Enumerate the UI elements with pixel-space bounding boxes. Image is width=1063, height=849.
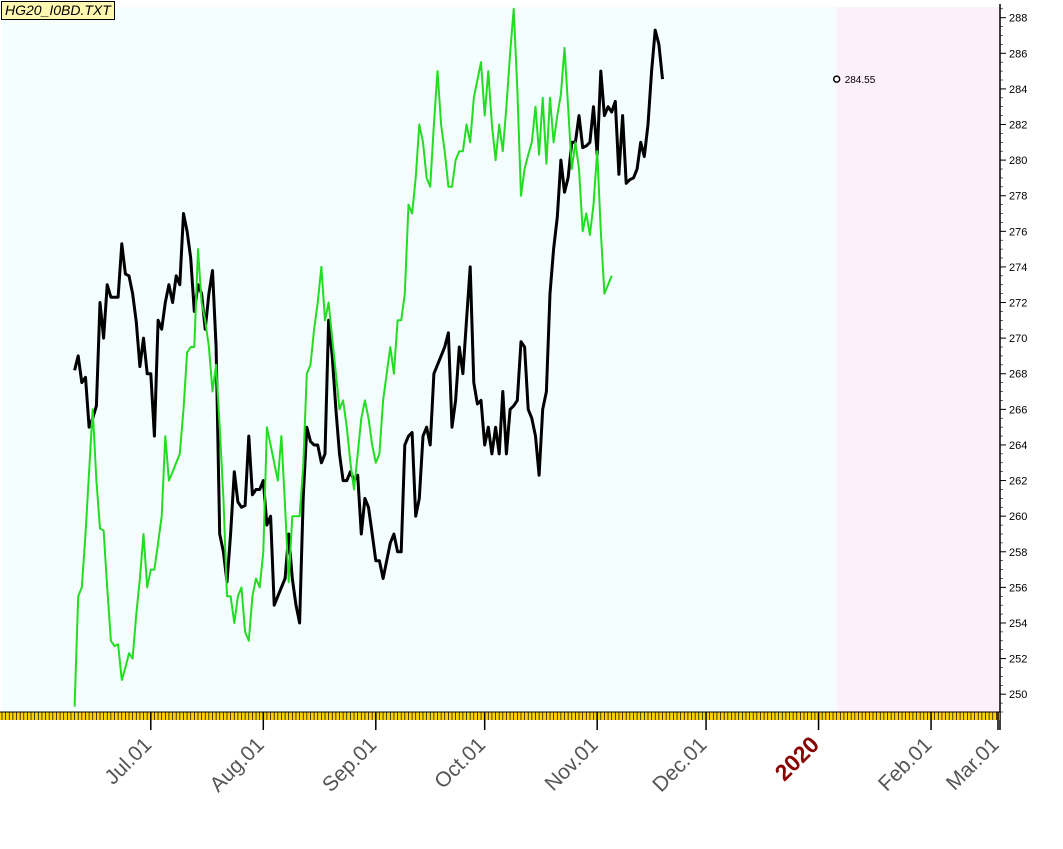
- y-tick-label: 288: [1009, 13, 1027, 25]
- series-layer: [73, 7, 664, 707]
- y-tick-label: 284: [1009, 84, 1027, 96]
- y-axis: 250 252 254 256 258 260 262 264 266 268 270 272 274 2…: [999, 4, 1027, 730]
- series-line-green: [73, 7, 613, 707]
- x-axis-band: [0, 712, 1000, 720]
- last-value-dot: [832, 75, 841, 83]
- y-tick-label: 282: [1009, 120, 1027, 132]
- last-value-marker: 284.55: [832, 75, 876, 86]
- forecast-zone: [836, 7, 1000, 712]
- y-tick-label: 250: [1009, 689, 1027, 701]
- y-tick-label: 272: [1009, 298, 1027, 310]
- x-tick-label: 2020: [770, 731, 825, 786]
- file-name-label: HG20_I0BD.TXT: [1, 1, 115, 20]
- x-tick-label: Oct.01: [430, 733, 490, 793]
- y-tick-label: 264: [1009, 440, 1027, 452]
- x-tick-label: Nov.01: [540, 733, 602, 795]
- y-tick-label: 262: [1009, 476, 1027, 488]
- y-tick-label: 252: [1009, 654, 1027, 666]
- plot-background: [2, 7, 1000, 712]
- y-tick-label: 268: [1009, 369, 1027, 381]
- y-tick-label: 254: [1009, 618, 1027, 630]
- y-tick-label: 276: [1009, 226, 1027, 238]
- x-tick-label: Jul.01: [100, 733, 156, 789]
- x-axis: Jul.01 Aug.01 Sep.01 Oct.01 Nov.01 Dec.01 2020…: [0, 711, 1004, 797]
- x-tick-label: Mar.01: [942, 733, 1004, 795]
- x-tick-label: Feb.01: [874, 733, 937, 796]
- x-tick-label: Sep.01: [318, 733, 381, 796]
- y-tick-label: 260: [1009, 511, 1027, 523]
- y-tick-label: 278: [1009, 191, 1027, 203]
- y-tick-label: 280: [1009, 155, 1027, 167]
- y-tick-label: 258: [1009, 547, 1027, 559]
- x-tick-label: Dec.01: [648, 733, 711, 796]
- y-tick-label: 286: [1009, 48, 1027, 60]
- y-tick-label: 266: [1009, 404, 1027, 416]
- y-tick-label: 270: [1009, 333, 1027, 345]
- x-tick-label: Aug.01: [205, 733, 268, 796]
- series-line-black: [73, 28, 664, 625]
- y-tick-label: 274: [1009, 262, 1027, 274]
- last-value-label: 284.55: [845, 75, 876, 86]
- y-tick-label: 256: [1009, 582, 1027, 594]
